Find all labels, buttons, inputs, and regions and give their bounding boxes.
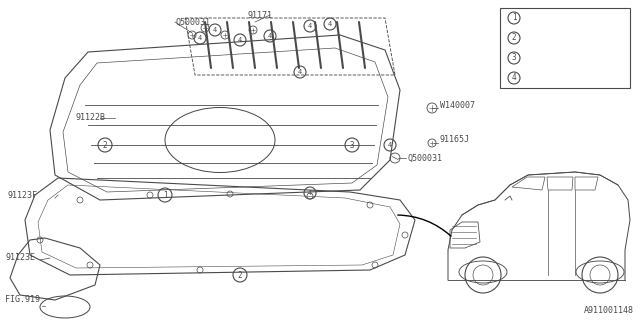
Text: 1: 1 bbox=[512, 13, 516, 22]
Text: 3: 3 bbox=[349, 140, 355, 149]
Text: 4: 4 bbox=[213, 27, 217, 33]
Text: W130013: W130013 bbox=[534, 53, 571, 62]
FancyBboxPatch shape bbox=[500, 8, 630, 88]
Text: Q500031: Q500031 bbox=[175, 18, 210, 27]
Text: W140007: W140007 bbox=[440, 100, 475, 109]
Text: 91171: 91171 bbox=[248, 11, 273, 20]
Text: 91123F: 91123F bbox=[8, 190, 38, 199]
Text: FIG.919: FIG.919 bbox=[5, 295, 40, 305]
Text: 4: 4 bbox=[238, 37, 242, 43]
Text: Q500031: Q500031 bbox=[408, 154, 443, 163]
Text: 91122E: 91122E bbox=[534, 74, 566, 83]
Text: 4: 4 bbox=[268, 33, 272, 39]
Text: 4: 4 bbox=[298, 69, 302, 75]
Text: 4: 4 bbox=[308, 23, 312, 29]
Text: 4: 4 bbox=[388, 142, 392, 148]
Text: 91122B: 91122B bbox=[75, 114, 105, 123]
Text: 2: 2 bbox=[102, 140, 108, 149]
Text: 2: 2 bbox=[512, 34, 516, 43]
Text: 91165J: 91165J bbox=[440, 135, 470, 145]
Text: 4: 4 bbox=[308, 190, 312, 196]
Text: 91123E: 91123E bbox=[5, 253, 35, 262]
Text: 2: 2 bbox=[237, 270, 243, 279]
Text: A911001148: A911001148 bbox=[584, 306, 634, 315]
Text: 4: 4 bbox=[512, 74, 516, 83]
Text: 1: 1 bbox=[163, 190, 167, 199]
Text: 3: 3 bbox=[512, 53, 516, 62]
Text: 91160F*B: 91160F*B bbox=[534, 34, 576, 43]
Text: 91160F*A: 91160F*A bbox=[534, 13, 576, 22]
Text: 4: 4 bbox=[198, 35, 202, 41]
Text: 4: 4 bbox=[328, 21, 332, 27]
